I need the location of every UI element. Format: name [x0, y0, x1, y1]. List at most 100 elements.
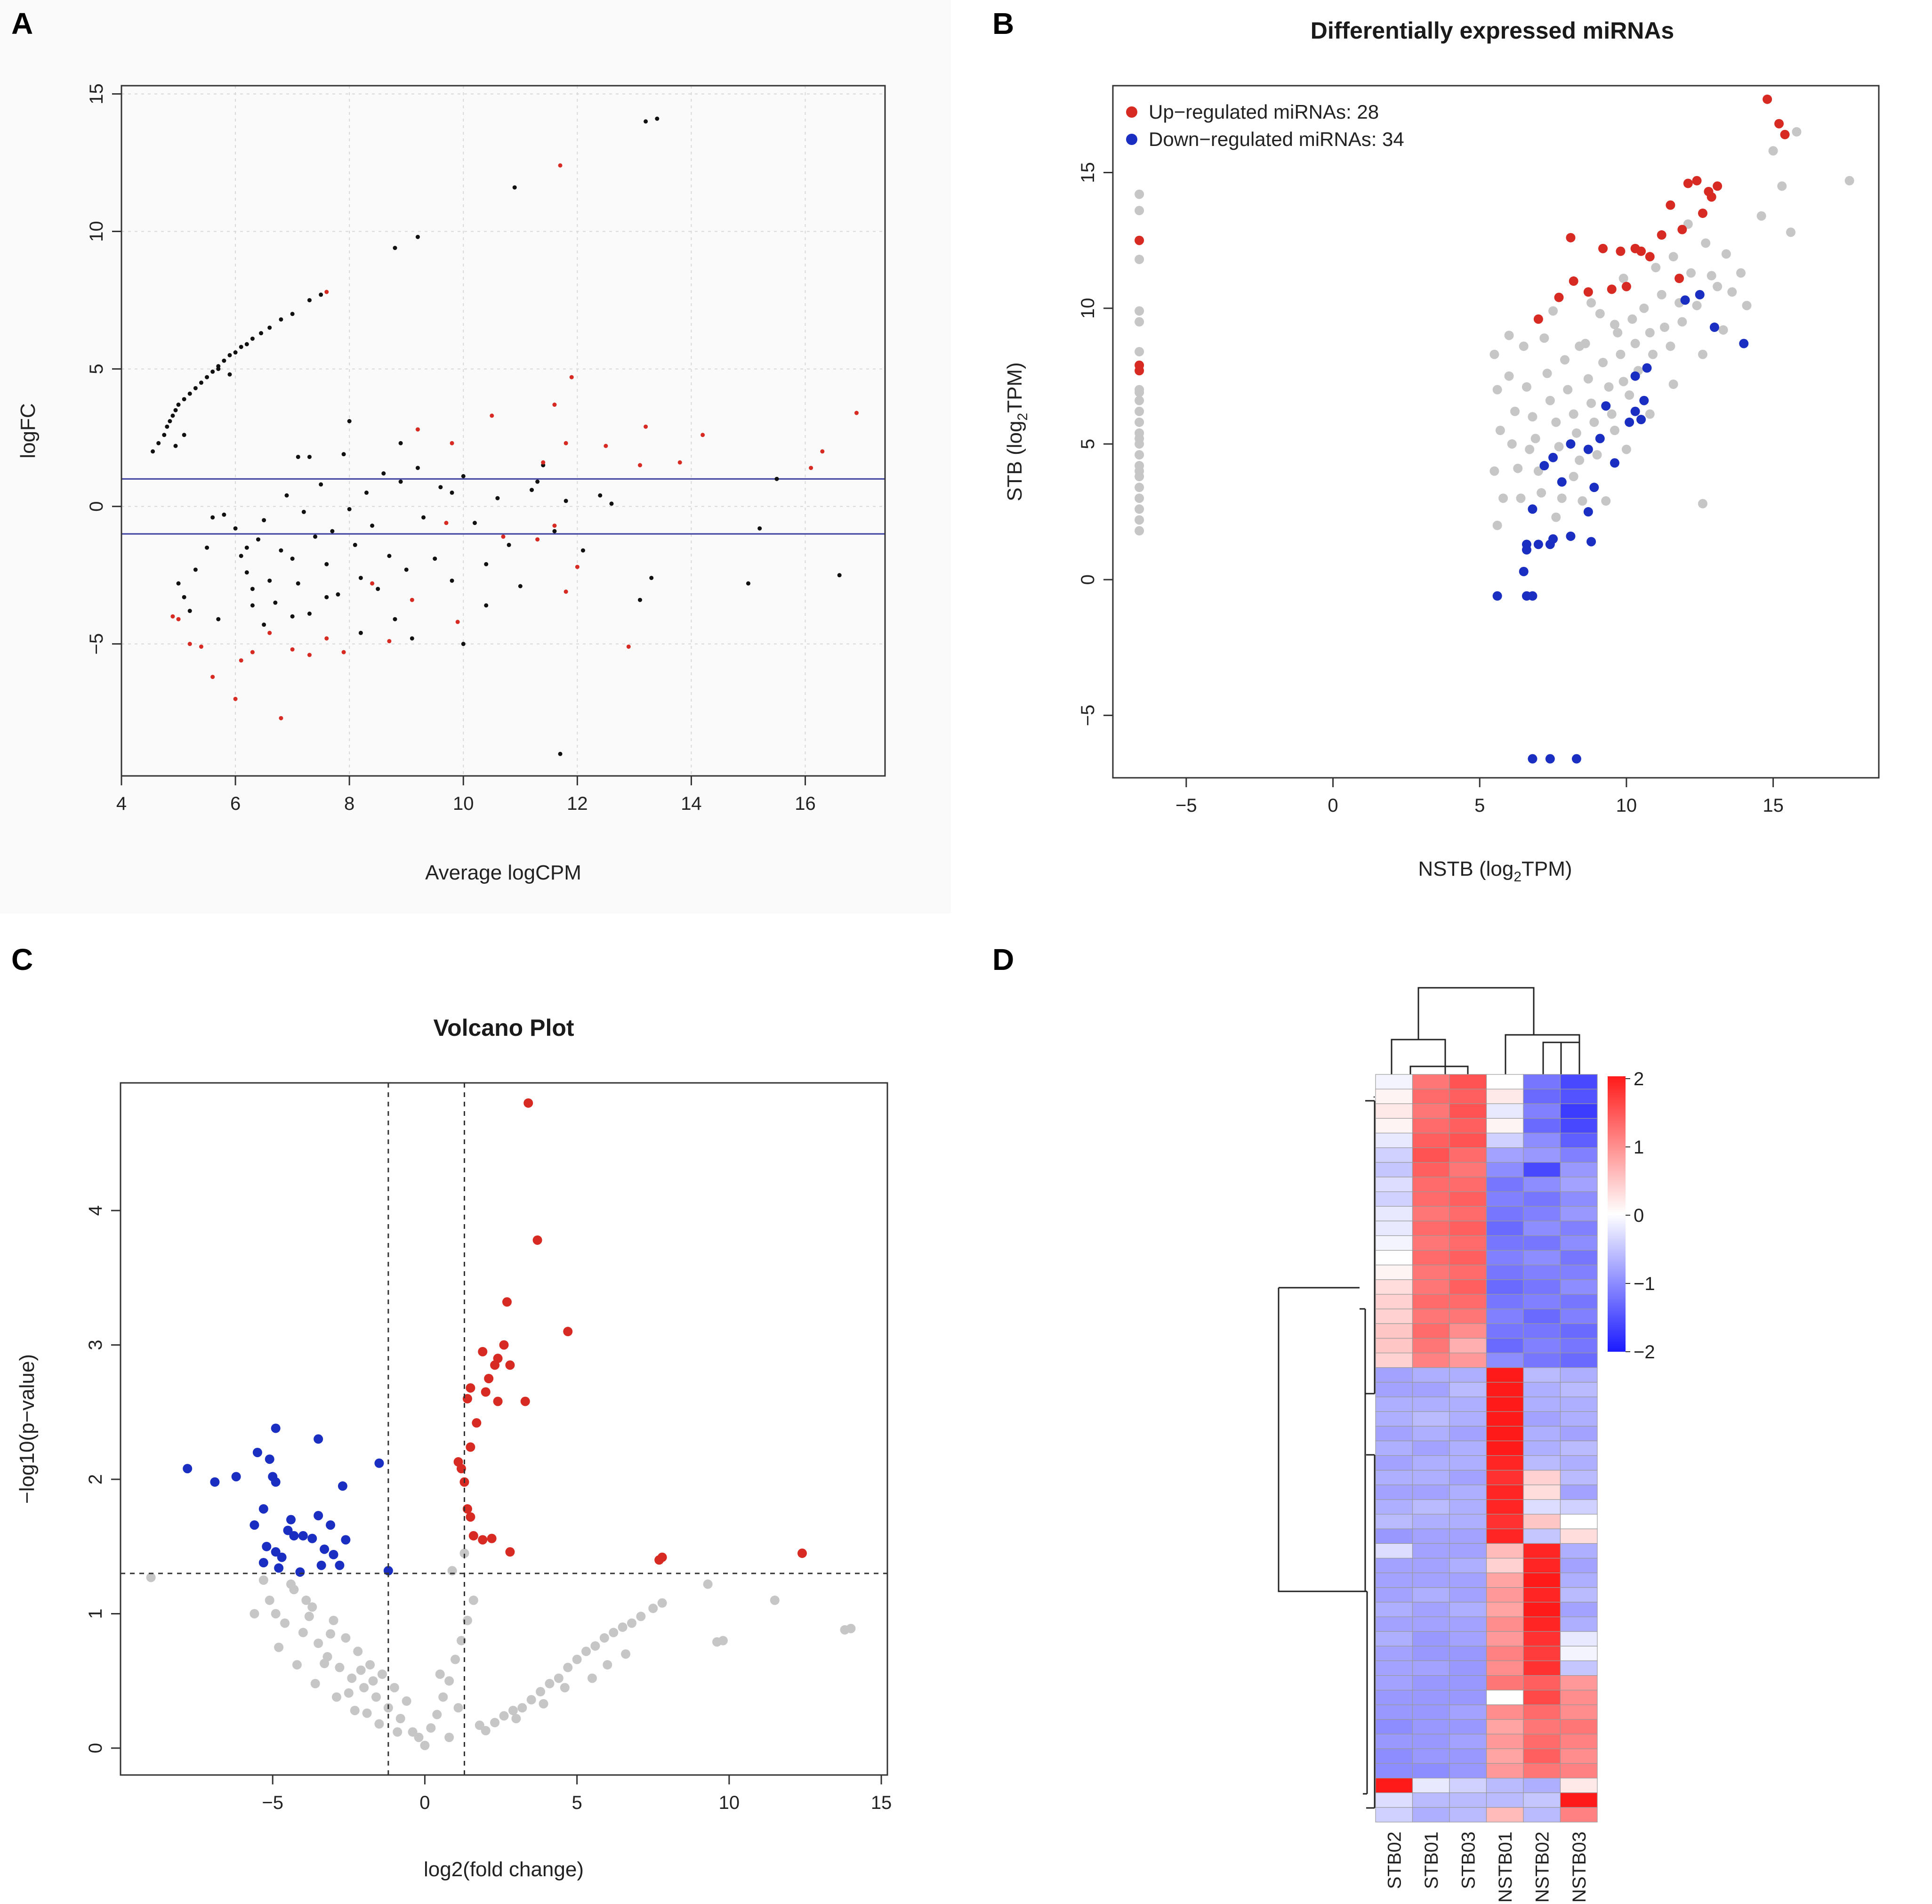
heatmap-cell: [1523, 1660, 1561, 1676]
data-point: [1780, 129, 1790, 139]
heatmap-cell: [1560, 1470, 1598, 1485]
scale-tick-label: 2: [1634, 1069, 1644, 1089]
data-point: [368, 1676, 378, 1686]
heatmap-cell: [1523, 1748, 1561, 1764]
data-point: [1135, 483, 1144, 492]
data-point: [156, 441, 161, 445]
col-dendro-root: [1417, 987, 1535, 1040]
data-point: [1510, 406, 1520, 416]
panel-b-y-axis: −5 0 5 10 15: [1078, 162, 1113, 726]
data-point: [461, 642, 466, 646]
data-point: [1713, 181, 1723, 191]
data-point: [461, 474, 466, 478]
data-point: [1595, 309, 1605, 319]
data-point: [563, 1327, 573, 1337]
data-point: [657, 1552, 667, 1562]
data-point: [770, 1595, 780, 1605]
data-point: [1792, 127, 1802, 137]
data-point: [307, 1533, 317, 1543]
data-point: [1135, 189, 1144, 199]
color-scale-ticks: 2 1 0 −1 −2: [1626, 1069, 1655, 1363]
data-point: [1135, 450, 1144, 460]
data-point: [655, 116, 660, 121]
data-point: [259, 331, 264, 336]
heatmap-cell: [1375, 1162, 1413, 1178]
x-tick-label: 10: [719, 1792, 740, 1813]
heatmap-cell: [1486, 1338, 1524, 1354]
heatmap-cell: [1412, 1763, 1450, 1779]
data-point: [466, 1383, 475, 1393]
data-point: [1610, 320, 1619, 330]
data-point: [1627, 314, 1637, 324]
heatmap-cell: [1560, 1616, 1598, 1632]
data-point: [1135, 254, 1144, 264]
heatmap-cell: [1560, 1103, 1598, 1119]
heatmap-cell: [1375, 1675, 1413, 1691]
data-point: [1135, 434, 1144, 444]
data-point: [499, 1711, 509, 1721]
data-point: [564, 441, 568, 445]
data-point: [199, 644, 203, 649]
data-point: [267, 325, 272, 330]
heatmap-cell: [1449, 1807, 1487, 1823]
heatmap-cell: [1375, 1103, 1413, 1119]
data-point: [359, 1683, 369, 1693]
data-point: [587, 1673, 597, 1683]
data-point: [335, 1662, 345, 1672]
heatmap-cell: [1412, 1132, 1450, 1148]
data-point: [265, 1454, 274, 1464]
data-point: [572, 1654, 582, 1664]
data-point: [1607, 284, 1617, 294]
heatmap-cell: [1523, 1440, 1561, 1456]
data-point: [335, 1560, 345, 1570]
panel-a-x-axis: 4 6 8 10 12 14 16: [116, 776, 816, 814]
heatmap-cell: [1375, 1792, 1413, 1808]
heatmap-cell: [1523, 1279, 1561, 1295]
x-tick-label: 15: [871, 1792, 892, 1813]
data-point: [1569, 472, 1578, 482]
heatmap-cell: [1560, 1426, 1598, 1442]
data-point: [1695, 290, 1705, 299]
data-point: [598, 493, 603, 498]
data-point: [1739, 339, 1749, 348]
data-point: [1583, 287, 1593, 297]
scale-tick-label: −1: [1634, 1274, 1655, 1294]
data-point: [599, 1633, 609, 1643]
data-point: [451, 1654, 460, 1664]
heatmap-cell: [1523, 1777, 1561, 1793]
data-point: [324, 595, 329, 599]
x-tick-label: −5: [1175, 795, 1197, 816]
heatmap-cell: [1523, 1411, 1561, 1427]
heatmap-cell: [1486, 1777, 1524, 1793]
data-point: [389, 1683, 399, 1693]
data-point: [1542, 369, 1552, 379]
data-point: [353, 1646, 363, 1656]
panel-a-y-label: logFC: [16, 403, 40, 458]
heatmap-cell: [1412, 1807, 1450, 1823]
data-point: [1554, 292, 1564, 302]
heatmap-cell: [1449, 1367, 1487, 1383]
data-point: [250, 1609, 259, 1619]
heatmap-cell: [1449, 1147, 1487, 1163]
data-point: [227, 353, 232, 357]
data-point: [484, 1373, 494, 1383]
data-point: [374, 1458, 384, 1468]
data-point: [1135, 366, 1144, 376]
data-point: [627, 1618, 636, 1628]
panel-c-title: Volcano Plot: [433, 1015, 574, 1041]
panel-d-column-dendrogram: [1391, 987, 1580, 1074]
panel-a-ma-plot: 4 6 8 10 12 14 16 −5 0 5 10 15 Average logCPM logF…: [16, 83, 886, 884]
heatmap-cell: [1412, 1792, 1450, 1808]
data-point: [1575, 455, 1585, 465]
data-point: [1721, 249, 1731, 259]
data-point: [319, 292, 323, 297]
data-point: [415, 466, 420, 470]
data-point: [1507, 439, 1517, 449]
data-point: [1557, 477, 1567, 487]
data-point: [210, 515, 215, 520]
heatmap-cell: [1523, 1499, 1561, 1515]
data-point: [1666, 341, 1675, 351]
data-point: [1777, 181, 1787, 191]
data-point: [1598, 358, 1608, 367]
data-point: [341, 452, 346, 457]
